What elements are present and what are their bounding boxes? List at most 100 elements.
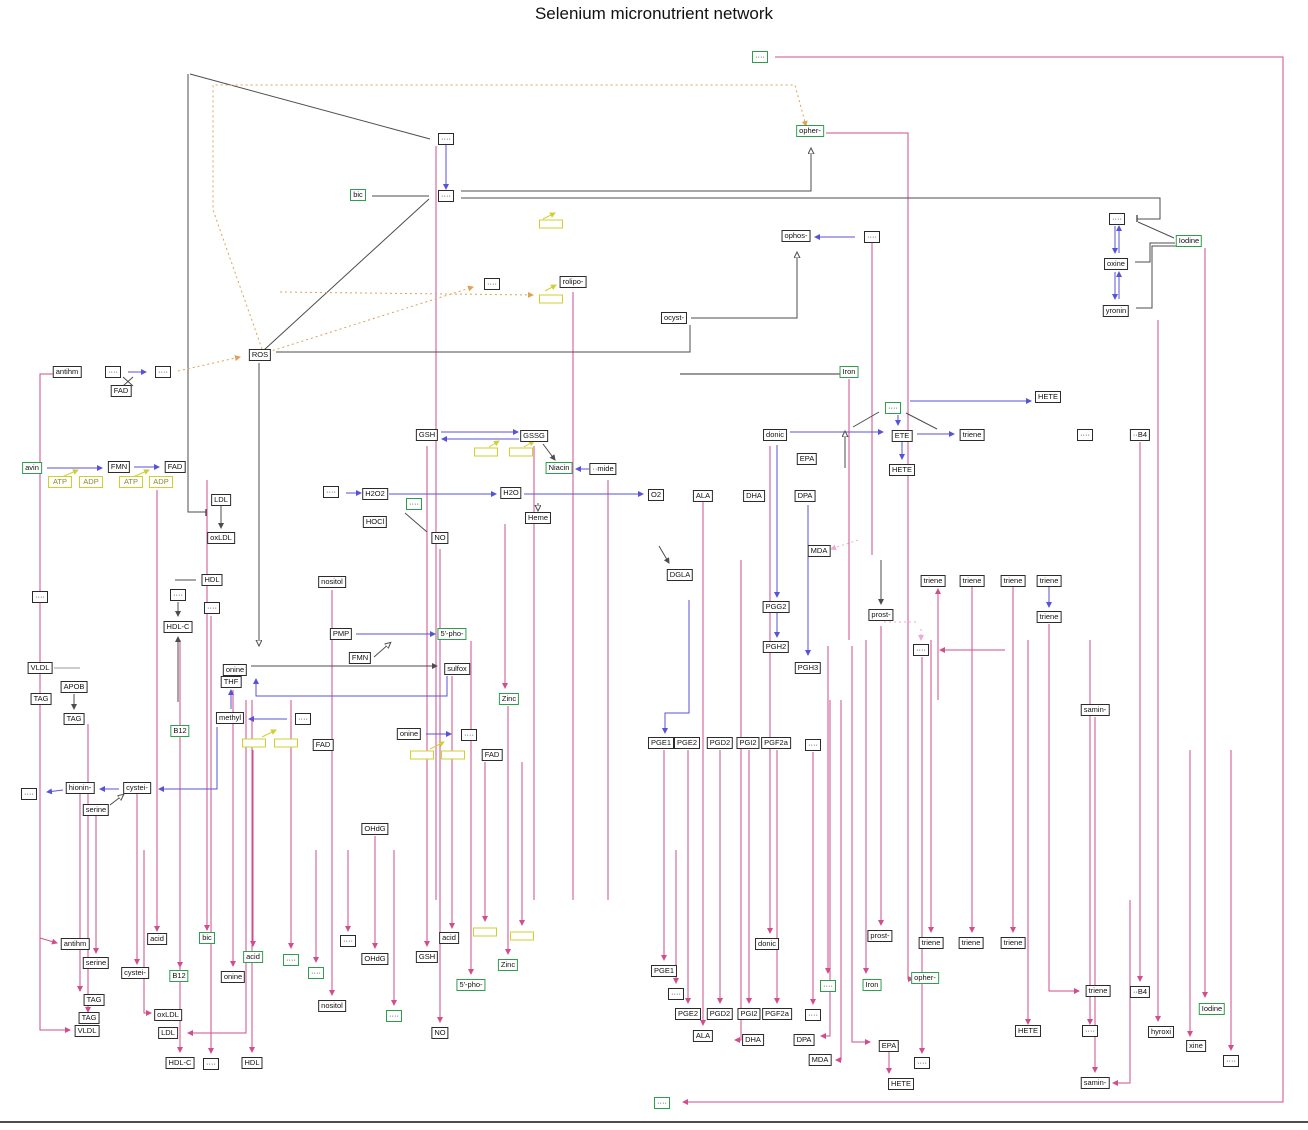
node-b12[interactable]: B12 (169, 970, 189, 982)
node-blank[interactable]: ···· (885, 402, 901, 414)
node-oxine[interactable]: oxine (1104, 258, 1128, 270)
node-pgd2[interactable]: PGD2 (706, 1008, 734, 1020)
node-blank[interactable]: ···· (308, 967, 324, 979)
node-onine[interactable]: onine (396, 728, 422, 740)
node-dpa[interactable]: DPA (794, 490, 816, 502)
node-hyroxi[interactable]: hyroxi (1147, 1026, 1175, 1038)
node-hdlc[interactable]: HDL-C (163, 621, 193, 633)
node-pgi2[interactable]: PGI2 (737, 1008, 761, 1020)
node-iodine[interactable]: Iodine (1175, 235, 1203, 247)
node-blank[interactable]: ···· (805, 739, 821, 751)
node-dpa[interactable]: DPA (793, 1034, 815, 1046)
node-triene[interactable]: triene (920, 575, 946, 587)
node-atp[interactable]: ATP (119, 476, 143, 488)
node-niacin[interactable]: Niacin (545, 462, 573, 474)
node-h2o2[interactable]: H2O2 (362, 488, 388, 500)
node-rolipo[interactable]: rolipo- (559, 276, 587, 288)
node-blank[interactable] (473, 927, 497, 937)
node-samin[interactable]: samin- (1080, 704, 1110, 716)
node-pgg2[interactable]: PGG2 (762, 601, 790, 613)
node-hete[interactable]: HETE (1014, 1025, 1042, 1037)
node-acid[interactable]: acid (439, 932, 459, 944)
node-blank[interactable]: ···· (170, 589, 186, 601)
node-blank[interactable]: ···· (105, 366, 121, 378)
node-blank[interactable]: ···· (864, 231, 880, 243)
node-iodine[interactable]: Iodine (1198, 1003, 1226, 1015)
node-blank[interactable] (539, 294, 563, 304)
node-fad[interactable]: FAD (110, 385, 132, 397)
node-blank[interactable]: ···· (1223, 1055, 1239, 1067)
node-fmn[interactable]: FMN (107, 461, 131, 473)
node-oxldl[interactable]: oxLDL (207, 532, 235, 544)
node-ldl[interactable]: LDL (158, 1027, 178, 1039)
node-blank[interactable] (274, 738, 298, 748)
node-o2[interactable]: O2 (647, 489, 665, 501)
node-yronin[interactable]: yronin (1102, 305, 1130, 317)
node-pgd2[interactable]: PGD2 (706, 737, 734, 749)
node-pgf2a[interactable]: PGF2a (761, 737, 791, 749)
node-blank[interactable]: ···· (295, 713, 311, 725)
node-ete[interactable]: ETE (891, 430, 913, 442)
node-gsh[interactable]: GSH (415, 429, 439, 441)
node-ohdg[interactable]: OHdG (361, 953, 389, 965)
node-triene[interactable]: triene (1036, 575, 1062, 587)
node-blank[interactable]: ···· (820, 980, 836, 992)
node-no[interactable]: NO (431, 532, 449, 544)
node-pgh2[interactable]: PGH2 (762, 641, 790, 653)
node-blank[interactable] (474, 447, 498, 457)
node-hocl[interactable]: HOCl (362, 516, 388, 528)
node-nositol[interactable]: nositol (318, 576, 346, 588)
node-b4[interactable]: ··B4 (1129, 429, 1151, 441)
node-fmn[interactable]: FMN (348, 652, 372, 664)
node-pge1[interactable]: PGE1 (650, 965, 678, 977)
node-hdlc[interactable]: HDL-C (165, 1057, 195, 1069)
node-triene[interactable]: triene (958, 937, 984, 949)
node-onine[interactable]: onine (222, 664, 248, 676)
node-tag[interactable]: TAG (30, 693, 52, 705)
node-blank[interactable]: ···· (1077, 429, 1093, 441)
node-hete[interactable]: HETE (1034, 391, 1062, 403)
node-antihm[interactable]: antihm (52, 366, 82, 378)
node-blank[interactable]: ···· (913, 644, 929, 656)
node-blank[interactable]: ···· (438, 133, 454, 145)
node-5pho[interactable]: 5'-pho- (456, 979, 486, 991)
node-iron[interactable]: Iron (862, 979, 882, 991)
node-blank[interactable]: ···· (323, 486, 339, 498)
node-blank[interactable]: ···· (283, 954, 299, 966)
node-atp[interactable]: ATP (48, 476, 72, 488)
node-blank[interactable]: ···· (461, 729, 477, 741)
node-hete[interactable]: HETE (887, 1078, 915, 1090)
node-epa[interactable]: EPA (878, 1040, 900, 1052)
node-tag[interactable]: TAG (78, 1012, 100, 1024)
node-blank[interactable]: ···· (1109, 213, 1125, 225)
node-opher[interactable]: opher- (911, 972, 939, 984)
node-h2o[interactable]: H2O (500, 487, 522, 499)
node-blank[interactable]: ···· (386, 1010, 402, 1022)
node-triene[interactable]: triene (959, 575, 985, 587)
node-triene[interactable]: triene (1036, 611, 1062, 623)
node-nositol[interactable]: nositol (318, 1000, 346, 1012)
node-mide[interactable]: ··mide (589, 463, 617, 475)
node-hdl[interactable]: HDL (201, 574, 223, 586)
node-pgh3[interactable]: PGH3 (794, 662, 822, 674)
node-blank[interactable]: ···· (1082, 1025, 1098, 1037)
node-bic[interactable]: bic (350, 189, 366, 201)
node-xine[interactable]: xine (1186, 1040, 1206, 1052)
node-zinc[interactable]: Zinc (498, 693, 520, 705)
node-blank[interactable]: ···· (914, 1057, 930, 1069)
node-serine[interactable]: serine (82, 804, 110, 816)
node-blank[interactable]: ···· (406, 498, 422, 510)
node-pge2[interactable]: PGE2 (674, 1008, 702, 1020)
node-vldl[interactable]: VLDL (74, 1025, 100, 1037)
node-ala[interactable]: ALA (692, 1030, 714, 1042)
node-adp[interactable]: ADP (149, 476, 173, 488)
node-serine[interactable]: serine (82, 957, 110, 969)
node-gsh[interactable]: GSH (415, 951, 439, 963)
node-hete[interactable]: HETE (888, 464, 916, 476)
node-tag[interactable]: TAG (83, 994, 105, 1006)
node-blank[interactable]: ···· (32, 591, 48, 603)
node-apob[interactable]: APOB (60, 681, 88, 693)
node-blank[interactable] (509, 447, 533, 457)
node-b12[interactable]: B12 (170, 725, 190, 737)
node-thf[interactable]: THF (220, 676, 242, 688)
